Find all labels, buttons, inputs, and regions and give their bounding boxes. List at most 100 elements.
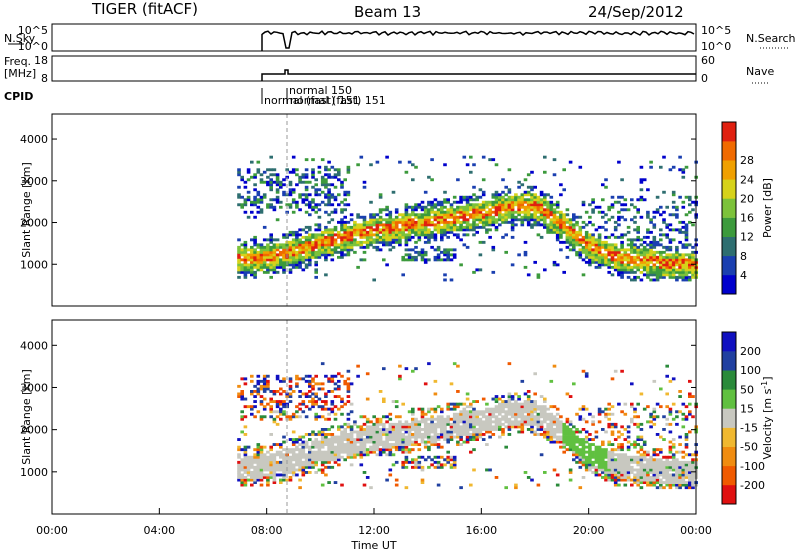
- velocity-cell: [646, 450, 650, 454]
- power-cell: [526, 205, 531, 209]
- velocity-cell: [372, 435, 376, 439]
- velocity-cell: [272, 392, 277, 396]
- power-cell: [514, 203, 518, 207]
- power-cell: [443, 253, 447, 257]
- velocity-cell: [526, 402, 531, 406]
- velocity-cell: [301, 443, 306, 446]
- power-cell: [246, 190, 251, 194]
- power-cell: [688, 258, 692, 262]
- power-cell: [456, 215, 460, 219]
- velocity-cell: [462, 415, 467, 419]
- velocity-cell: [262, 468, 267, 472]
- velocity-cell: [349, 463, 354, 467]
- power-cell: [304, 185, 309, 189]
- power-cell: [684, 235, 689, 239]
- velocity-cell: [456, 425, 460, 429]
- power-cell: [646, 188, 650, 192]
- power-cell: [262, 248, 267, 252]
- velocity-cell: [243, 382, 248, 386]
- power-cell: [417, 215, 422, 219]
- power-cell: [597, 225, 602, 229]
- power-cell: [314, 183, 318, 187]
- power-cell: [472, 220, 476, 224]
- power-cell: [610, 203, 615, 207]
- velocity-cell: [465, 392, 470, 396]
- power-cell: [308, 253, 312, 257]
- power-cell: [684, 268, 689, 272]
- velocity-cell: [510, 395, 515, 398]
- velocity-cell: [668, 460, 673, 464]
- velocity-cell: [607, 412, 611, 416]
- power-cell: [620, 275, 624, 279]
- power-cell: [639, 248, 644, 252]
- velocity-cell: [539, 420, 544, 424]
- velocity-cell: [549, 420, 554, 424]
- velocity-cell: [295, 438, 299, 441]
- colorbar-swatch: [722, 351, 736, 371]
- power-cell: [420, 228, 425, 232]
- power-cell: [353, 220, 357, 224]
- power-cell: [330, 233, 335, 237]
- power-cell: [446, 255, 450, 259]
- velocity-cell: [346, 400, 351, 403]
- power-cell: [562, 218, 566, 222]
- power-cell: [652, 235, 657, 239]
- velocity-cell: [565, 443, 570, 446]
- power-cell: [308, 203, 312, 207]
- velocity-cell: [572, 382, 576, 386]
- velocity-cell: [610, 476, 615, 479]
- velocity-cell: [456, 415, 460, 419]
- power-cell: [662, 260, 666, 264]
- power-cell: [546, 223, 550, 227]
- velocity-cell: [388, 412, 393, 416]
- velocity-cell: [436, 443, 441, 446]
- power-cell: [279, 180, 283, 184]
- power-cell: [427, 213, 431, 217]
- power-cell: [456, 228, 460, 232]
- velocity-cell: [340, 412, 344, 416]
- power-cell: [304, 235, 309, 239]
- power-cell: [523, 213, 528, 217]
- power-cell: [385, 155, 389, 159]
- power-cell: [262, 180, 267, 184]
- velocity-cell: [597, 465, 602, 469]
- power-cell: [420, 253, 425, 257]
- velocity-cell: [607, 453, 611, 457]
- velocity-cell: [320, 430, 325, 434]
- velocity-cell: [507, 405, 512, 409]
- velocity-cell: [639, 465, 644, 469]
- velocity-cell: [475, 422, 479, 426]
- power-cell: [607, 218, 611, 222]
- power-cell: [308, 243, 312, 247]
- power-cell: [517, 218, 521, 222]
- power-cell: [417, 203, 422, 207]
- power-cell: [420, 255, 425, 259]
- power-cell: [510, 205, 515, 209]
- power-cell: [649, 253, 653, 257]
- velocity-cell: [356, 425, 360, 429]
- velocity-cell: [449, 465, 454, 469]
- power-cell: [652, 258, 657, 262]
- power-cell: [362, 240, 367, 244]
- velocity-cell: [462, 402, 467, 406]
- velocity-cell: [243, 405, 248, 409]
- power-cell: [398, 228, 402, 232]
- power-cell: [459, 210, 463, 214]
- velocity-cell: [555, 417, 560, 421]
- power-cell: [539, 208, 544, 212]
- velocity-cell: [581, 438, 586, 441]
- power-cell: [365, 245, 370, 249]
- velocity-cell: [617, 463, 621, 467]
- power-cell: [391, 228, 396, 232]
- colorbar-swatch: [722, 179, 736, 199]
- power-cell: [443, 248, 447, 252]
- velocity-cell: [237, 478, 241, 482]
- velocity-cell: [259, 384, 264, 388]
- power-cell: [546, 215, 550, 219]
- velocity-cell: [510, 412, 515, 416]
- power-cell: [436, 258, 441, 262]
- power-cell: [681, 253, 686, 257]
- power-cell: [275, 245, 280, 249]
- velocity-cell: [449, 382, 454, 386]
